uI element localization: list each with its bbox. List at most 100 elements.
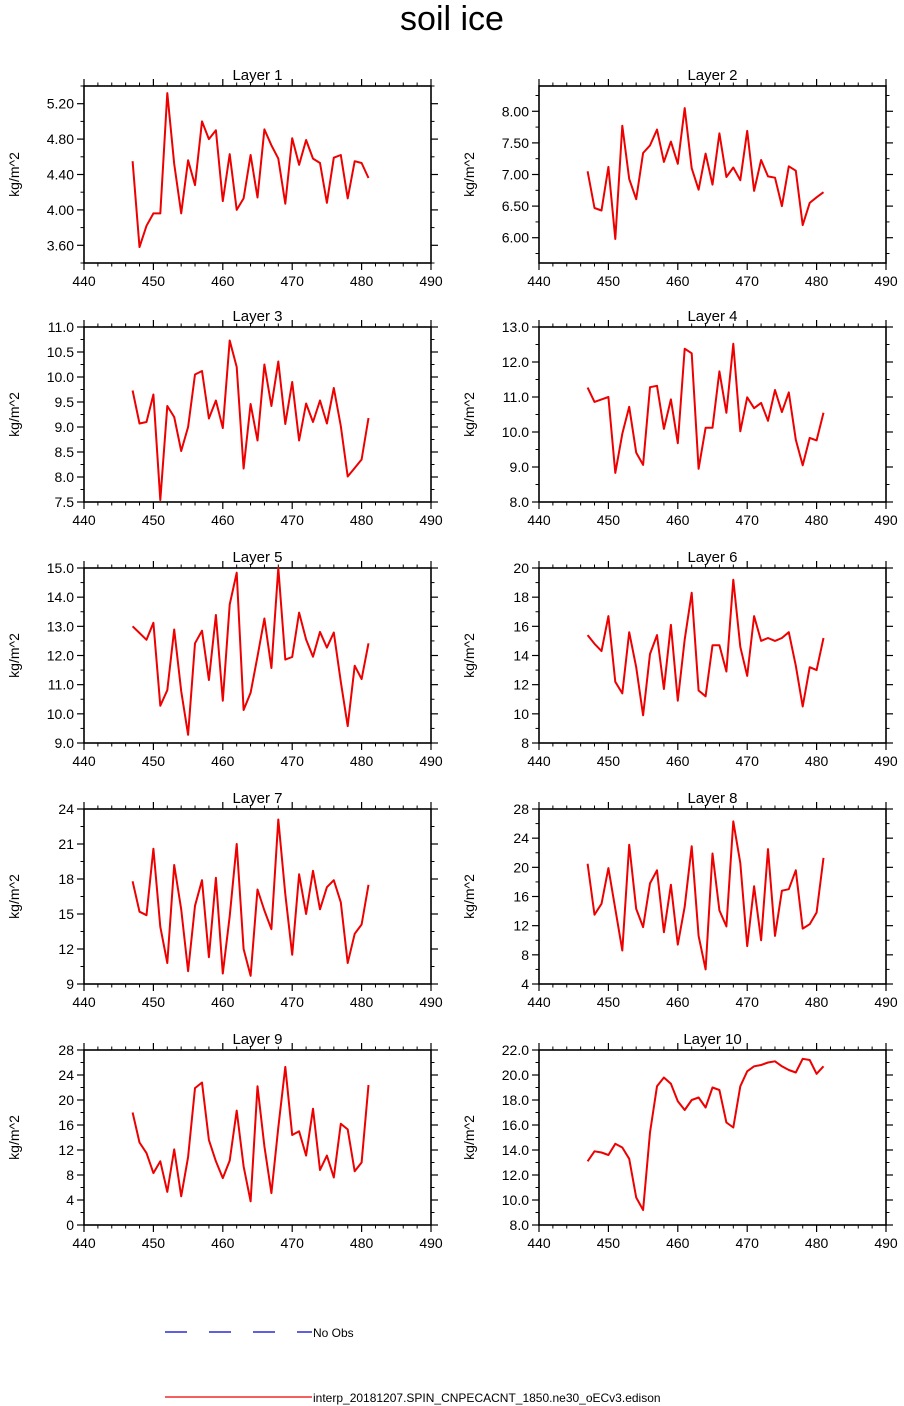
layer-2-ytick-label-7.5: 7.50 xyxy=(502,135,529,151)
layer-5-ytick-label-15: 15.0 xyxy=(47,560,74,576)
layer-9-xtick-label-460: 460 xyxy=(211,1235,235,1251)
layer-8-series-line xyxy=(586,820,825,971)
layer-8-ytick-label-8: 8 xyxy=(521,947,529,963)
layer-1-xtick-label-480: 480 xyxy=(350,273,374,289)
layer-3-ytick-label-7.5: 7.5 xyxy=(55,494,75,510)
layer-9-ylabel: kg/m^2 xyxy=(6,1115,22,1160)
layer-5-ytick-label-10: 10.0 xyxy=(47,706,74,722)
layer-9-ytick-label-16: 16 xyxy=(58,1117,74,1133)
layer-2-xtick-label-470: 470 xyxy=(736,273,760,289)
layer-9-title: Layer 9 xyxy=(232,1031,282,1048)
layer-3-ytick-label-8: 8.0 xyxy=(55,469,75,485)
layer-3-series-line xyxy=(131,339,370,501)
layer-6-ytick-label-10: 10 xyxy=(513,706,529,722)
layer-4-ytick-label-13: 13.0 xyxy=(502,319,529,335)
layer-2-series-line xyxy=(586,107,825,240)
layer-5-ytick-label-9: 9.0 xyxy=(55,735,75,751)
layer-5-ytick-label-12: 12.0 xyxy=(47,648,74,664)
layer-10-ytick-label-14: 14.0 xyxy=(502,1142,529,1158)
layer-5-xtick-label-440: 440 xyxy=(72,753,96,769)
layer-3-ytick-label-9: 9.0 xyxy=(55,419,75,435)
layer-3-ytick-label-10.5: 10.5 xyxy=(47,344,74,360)
layer-4-xtick-label-490: 490 xyxy=(874,512,898,528)
layer-9-ytick-label-28: 28 xyxy=(58,1042,74,1058)
layer-8-xtick-label-480: 480 xyxy=(805,994,829,1010)
layer-10-series-line xyxy=(586,1057,825,1211)
layer-1-ytick-label-5.2: 5.20 xyxy=(47,96,74,112)
layer-6-ytick-label-20: 20 xyxy=(513,560,529,576)
layer-3-ytick-label-8.5: 8.5 xyxy=(55,444,75,460)
layer-9-ytick-label-4: 4 xyxy=(66,1192,74,1208)
layer-7-ytick-label-12: 12 xyxy=(58,941,74,957)
layer-1-title: Layer 1 xyxy=(232,67,282,84)
layer-5-ylabel: kg/m^2 xyxy=(6,633,22,678)
layer-9-xtick-label-480: 480 xyxy=(350,1235,374,1251)
layer-10-ytick-label-20: 20.0 xyxy=(502,1067,529,1083)
layer-6-xtick-label-450: 450 xyxy=(597,753,621,769)
layer-2-xtick-label-440: 440 xyxy=(527,273,551,289)
layer-4-ytick-label-8: 8.0 xyxy=(510,494,530,510)
layer-6-xtick-label-440: 440 xyxy=(527,753,551,769)
layer-1-ylabel: kg/m^2 xyxy=(6,152,22,197)
layer-8-title: Layer 8 xyxy=(687,790,737,807)
layer-5-xtick-label-470: 470 xyxy=(281,753,305,769)
layer-10-ytick-label-12: 12.0 xyxy=(502,1167,529,1183)
layer-1-ytick-label-3.6: 3.60 xyxy=(47,237,74,253)
layer-8-ytick-label-24: 24 xyxy=(513,830,529,846)
legend-label-no-obs: No Obs xyxy=(313,1326,354,1340)
layer-7-xtick-label-480: 480 xyxy=(350,994,374,1010)
layer-3-title: Layer 3 xyxy=(232,308,282,325)
layer-3-xtick-label-440: 440 xyxy=(72,512,96,528)
layer-1-ytick-label-4.8: 4.80 xyxy=(47,131,74,147)
layer-8-xtick-label-490: 490 xyxy=(874,994,898,1010)
layer-10-ylabel: kg/m^2 xyxy=(461,1115,477,1160)
layer-4-xtick-label-450: 450 xyxy=(597,512,621,528)
layer-2-xtick-label-490: 490 xyxy=(874,273,898,289)
layer-3-ytick-label-11: 11.0 xyxy=(48,319,74,335)
layer-3-xtick-label-480: 480 xyxy=(350,512,374,528)
layer-7-ytick-label-21: 21 xyxy=(58,836,74,852)
layer-6-ytick-label-14: 14 xyxy=(513,648,529,664)
layer-1-xtick-label-450: 450 xyxy=(142,273,166,289)
layer-8-ytick-label-4: 4 xyxy=(521,976,529,992)
layer-10-xtick-label-490: 490 xyxy=(874,1235,898,1251)
layer-4-ytick-label-11: 11.0 xyxy=(503,389,529,405)
layer-5-xtick-label-460: 460 xyxy=(211,753,235,769)
layer-1-xtick-label-470: 470 xyxy=(281,273,305,289)
layer-3-xtick-label-450: 450 xyxy=(142,512,166,528)
layer-4-series-line xyxy=(586,342,825,474)
layer-5-ytick-label-14: 14.0 xyxy=(47,589,74,605)
layer-1-series-line xyxy=(131,92,370,249)
layer-5-xtick-label-480: 480 xyxy=(350,753,374,769)
layer-9-series-line xyxy=(131,1065,370,1203)
layer-10-xtick-label-460: 460 xyxy=(666,1235,690,1251)
layer-6-xtick-label-480: 480 xyxy=(805,753,829,769)
layer-9-xtick-label-440: 440 xyxy=(72,1235,96,1251)
layer-10-ytick-label-18: 18.0 xyxy=(502,1092,529,1108)
layer-4-ytick-label-12: 12.0 xyxy=(502,354,529,370)
layer-8-xtick-label-470: 470 xyxy=(736,994,760,1010)
layer-1-xtick-label-440: 440 xyxy=(72,273,96,289)
layer-7-xtick-label-470: 470 xyxy=(281,994,305,1010)
layer-3-ylabel: kg/m^2 xyxy=(6,392,22,437)
layer-7-title: Layer 7 xyxy=(232,790,282,807)
layer-7-series-line xyxy=(131,818,370,977)
layer-3-ytick-label-9.5: 9.5 xyxy=(55,394,75,410)
layer-10-xtick-label-440: 440 xyxy=(527,1235,551,1251)
layer-6-ytick-label-12: 12 xyxy=(513,677,529,693)
layer-2-xtick-label-460: 460 xyxy=(666,273,690,289)
layer-9-ytick-label-20: 20 xyxy=(58,1092,74,1108)
layer-3-ytick-label-10: 10.0 xyxy=(47,369,74,385)
layer-5-title: Layer 5 xyxy=(232,549,282,566)
layer-5-series-line xyxy=(131,567,370,736)
layer-6-xtick-label-460: 460 xyxy=(666,753,690,769)
layer-8-xtick-label-450: 450 xyxy=(597,994,621,1010)
layer-8-ytick-label-28: 28 xyxy=(513,801,529,817)
layer-2-xtick-label-480: 480 xyxy=(805,273,829,289)
layer-5-xtick-label-450: 450 xyxy=(142,753,166,769)
layer-2-xtick-label-450: 450 xyxy=(597,273,621,289)
layer-5-ytick-label-13: 13.0 xyxy=(47,618,74,634)
layer-6-series-line xyxy=(586,578,825,717)
